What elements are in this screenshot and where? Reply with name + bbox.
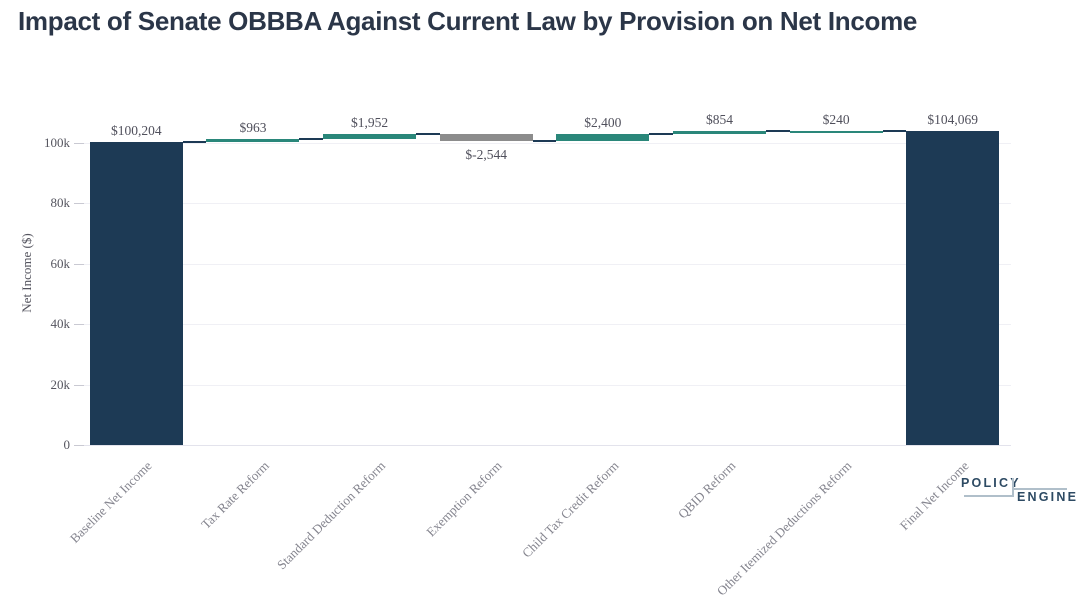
bar-value-label: $-2,544: [465, 147, 507, 163]
connector-line: [416, 132, 440, 135]
bar-value-label: $963: [239, 120, 267, 136]
bar-value-label: $240: [822, 111, 850, 127]
connector-line: [649, 133, 673, 135]
logo-bracket-top-icon: [1012, 478, 1067, 490]
waterfall-bar[interactable]: [89, 142, 183, 445]
logo-engine-text: ENGINE: [1017, 490, 1079, 504]
y-tick-mark: [74, 263, 84, 265]
y-tick-mark: [74, 384, 84, 386]
x-tick-label: Standard Deduction Reform: [273, 458, 389, 573]
gridline: [78, 445, 1011, 446]
x-tick-label: QBID Reform: [674, 458, 739, 522]
x-tick-label: Child Tax Credit Reform: [518, 458, 622, 561]
waterfall-bar[interactable]: [206, 139, 300, 143]
bar-value-label: $100,204: [111, 123, 162, 139]
y-tick-mark: [74, 324, 84, 326]
gridline: [78, 143, 1011, 144]
bar-value-label: $2,400: [584, 115, 622, 130]
waterfall-bar[interactable]: [439, 133, 533, 142]
logo-policy-text: POLICY: [961, 476, 1021, 490]
waterfall-bar[interactable]: [672, 131, 766, 134]
waterfall-bar[interactable]: [556, 134, 650, 142]
gridline: [78, 203, 1011, 205]
y-tick-mark: [74, 143, 84, 144]
y-tick-label: 80k: [50, 195, 71, 211]
bar-value-label: $104,069: [927, 111, 978, 127]
y-tick-mark: [74, 203, 84, 205]
x-tick-label: Other Itemized Deductions Reform: [714, 458, 855, 599]
chart-title: Impact of Senate OBBBA Against Current L…: [18, 6, 918, 36]
bar-value-label: $1,952: [351, 114, 389, 130]
bar-value-label: $854: [705, 112, 733, 128]
y-tick-mark: [74, 445, 84, 446]
connector-line: [882, 129, 907, 132]
waterfall-bar[interactable]: [789, 130, 883, 134]
y-tick-label: 60k: [50, 255, 71, 271]
x-tick-label: Baseline Net Income: [67, 458, 155, 546]
policyengine-logo: POLICY ENGINE: [956, 474, 1076, 506]
waterfall-bar[interactable]: [323, 133, 417, 140]
x-tick-label: Tax Rate Reform: [197, 458, 272, 532]
connector-line: [299, 138, 324, 141]
gridline: [78, 324, 1011, 326]
y-tick-label: 100k: [44, 135, 70, 150]
logo-bracket-bottom-icon: [964, 488, 1014, 497]
y-tick-label: 40k: [50, 316, 71, 332]
x-tick-label: Exemption Reform: [423, 458, 505, 540]
connector-line: [765, 130, 790, 133]
y-tick-label: 20k: [50, 376, 71, 392]
connector-line: [532, 140, 557, 143]
waterfall-bar[interactable]: [906, 130, 1000, 445]
gridline: [78, 384, 1011, 386]
connector-line: [182, 141, 207, 144]
gridline: [78, 263, 1011, 265]
y-tick-label: 0: [63, 437, 71, 452]
